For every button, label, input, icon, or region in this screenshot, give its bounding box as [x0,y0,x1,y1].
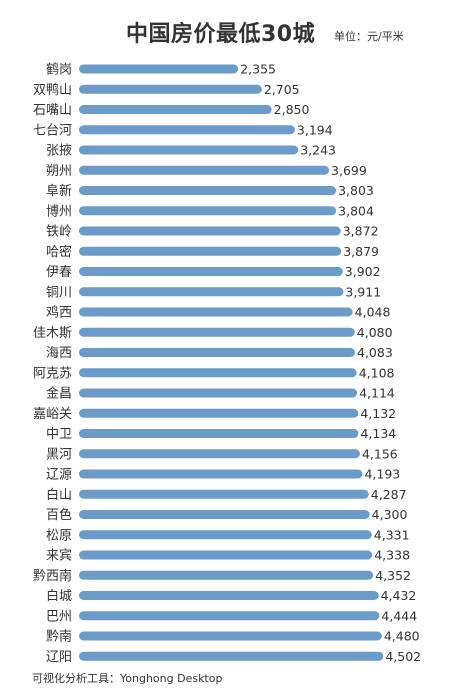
category-label: 嘉峪关 [33,407,72,422]
category-label: 松原 [46,528,72,543]
value-label: 4,156 [362,446,398,461]
category-label: 黔南 [46,629,72,645]
bar [79,408,359,418]
category-label: 佳木斯 [33,326,72,341]
bar [79,64,239,74]
bar [79,165,330,175]
category-label: 白城 [46,588,72,604]
value-label: 4,300 [372,507,408,522]
bar [79,327,355,337]
bar [79,530,372,540]
category-label: 中卫 [46,427,72,442]
chart-header: 中国房价最低30城 单位：元/平米 [0,16,456,50]
bar [79,226,341,236]
value-label: 4,108 [359,365,395,380]
value-label: 3,699 [331,163,367,178]
bar [79,307,353,317]
value-label: 4,083 [357,345,393,360]
bar [79,267,343,276]
bar [79,469,363,479]
bar [79,388,358,398]
bar [79,368,357,378]
bar [79,348,356,357]
bar [79,489,369,499]
category-label: 石嘴山 [33,103,72,118]
value-label: 2,355 [240,62,276,77]
category-label: 张掖 [46,144,72,159]
value-label: 4,432 [381,588,417,603]
bar [79,186,337,195]
category-label: 博州 [46,204,72,219]
bar [79,449,360,459]
bar [79,287,344,297]
value-label: 4,080 [357,325,393,340]
value-label: 4,352 [375,568,411,583]
category-label: 伊春 [46,265,72,280]
value-label: 4,114 [359,386,395,401]
category-label: 白山 [46,487,72,503]
value-label: 4,134 [360,426,396,441]
category-label: 铜川 [46,285,72,300]
value-label: 3,803 [338,183,374,198]
value-label: 2,850 [274,102,310,117]
category-label: 来宾 [46,548,72,564]
category-label: 朔州 [46,164,72,179]
category-label: 黑河 [46,447,72,462]
value-label: 4,132 [360,406,396,421]
category-label: 黔西南 [33,568,72,584]
value-label: 3,194 [297,122,333,137]
value-label: 4,338 [374,548,410,563]
value-label: 4,331 [374,527,410,542]
bar [79,145,299,155]
bar [79,550,373,560]
value-label: 4,502 [385,649,421,664]
value-label: 3,879 [343,244,379,259]
bar [79,246,342,256]
value-label: 4,480 [384,629,420,644]
unit-label: 单位：元/平米 [334,30,404,43]
category-label: 哈密 [46,244,72,260]
value-label: 3,804 [338,203,374,218]
value-label: 4,287 [371,487,407,502]
value-label: 3,872 [343,224,379,239]
value-label: 3,902 [345,264,381,279]
category-label: 辽源 [46,468,72,483]
category-label: 海西 [46,346,72,361]
category-label: 鸡西 [46,305,72,321]
category-label: 辽阳 [46,650,72,665]
bar [79,84,262,94]
category-label: 阜新 [46,183,72,199]
value-label: 4,444 [381,608,417,623]
value-label: 4,048 [355,305,391,320]
bar [79,125,295,135]
bar [79,206,337,216]
category-label: 双鸭山 [33,83,72,98]
bar [79,631,382,641]
bar [79,105,272,114]
bar [79,510,370,519]
category-label: 阿克苏 [33,365,72,381]
bar [79,651,384,661]
chart-title: 中国房价最低30城 [126,22,316,47]
category-label: 铁岭 [46,225,72,240]
value-label: 3,911 [345,284,381,299]
value-label: 3,243 [300,143,336,158]
category-label: 金昌 [46,386,72,402]
bar [79,429,359,438]
category-label: 巴州 [46,609,72,624]
bar [79,611,380,621]
value-label: 4,193 [364,467,400,482]
bar [79,591,379,600]
category-label: 鹤岗 [46,62,72,78]
value-label: 2,705 [264,82,300,97]
category-label: 七台河 [33,123,72,138]
category-label: 百色 [46,507,72,523]
footer-credit: 可视化分析工具：Yonghong Desktop [32,672,223,685]
bar [79,570,374,580]
